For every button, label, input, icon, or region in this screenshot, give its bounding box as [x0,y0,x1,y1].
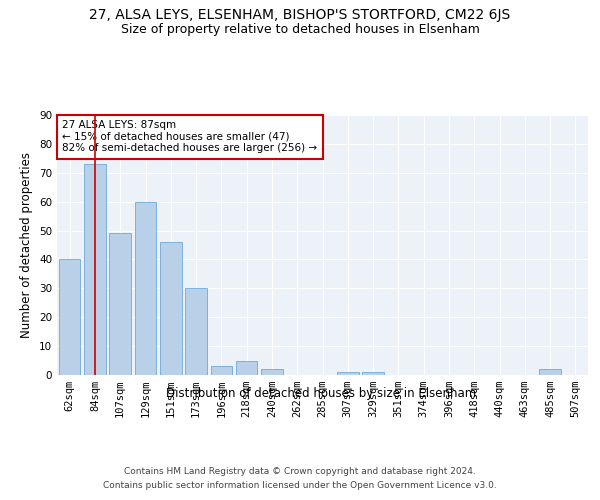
Bar [236,360,257,375]
Bar [337,372,359,375]
Bar [261,369,283,375]
Bar [539,369,561,375]
Text: Contains HM Land Registry data © Crown copyright and database right 2024.
Contai: Contains HM Land Registry data © Crown c… [103,468,497,489]
Bar [211,366,232,375]
Bar [84,164,106,375]
Bar [185,288,207,375]
Bar [109,234,131,375]
Bar [362,372,384,375]
Y-axis label: Number of detached properties: Number of detached properties [20,152,34,338]
Text: Size of property relative to detached houses in Elsenham: Size of property relative to detached ho… [121,22,479,36]
Bar [160,242,182,375]
Text: 27, ALSA LEYS, ELSENHAM, BISHOP'S STORTFORD, CM22 6JS: 27, ALSA LEYS, ELSENHAM, BISHOP'S STORTF… [89,8,511,22]
Bar [59,260,80,375]
Bar [135,202,156,375]
Text: Distribution of detached houses by size in Elsenham: Distribution of detached houses by size … [166,388,476,400]
Text: 27 ALSA LEYS: 87sqm
← 15% of detached houses are smaller (47)
82% of semi-detach: 27 ALSA LEYS: 87sqm ← 15% of detached ho… [62,120,317,154]
